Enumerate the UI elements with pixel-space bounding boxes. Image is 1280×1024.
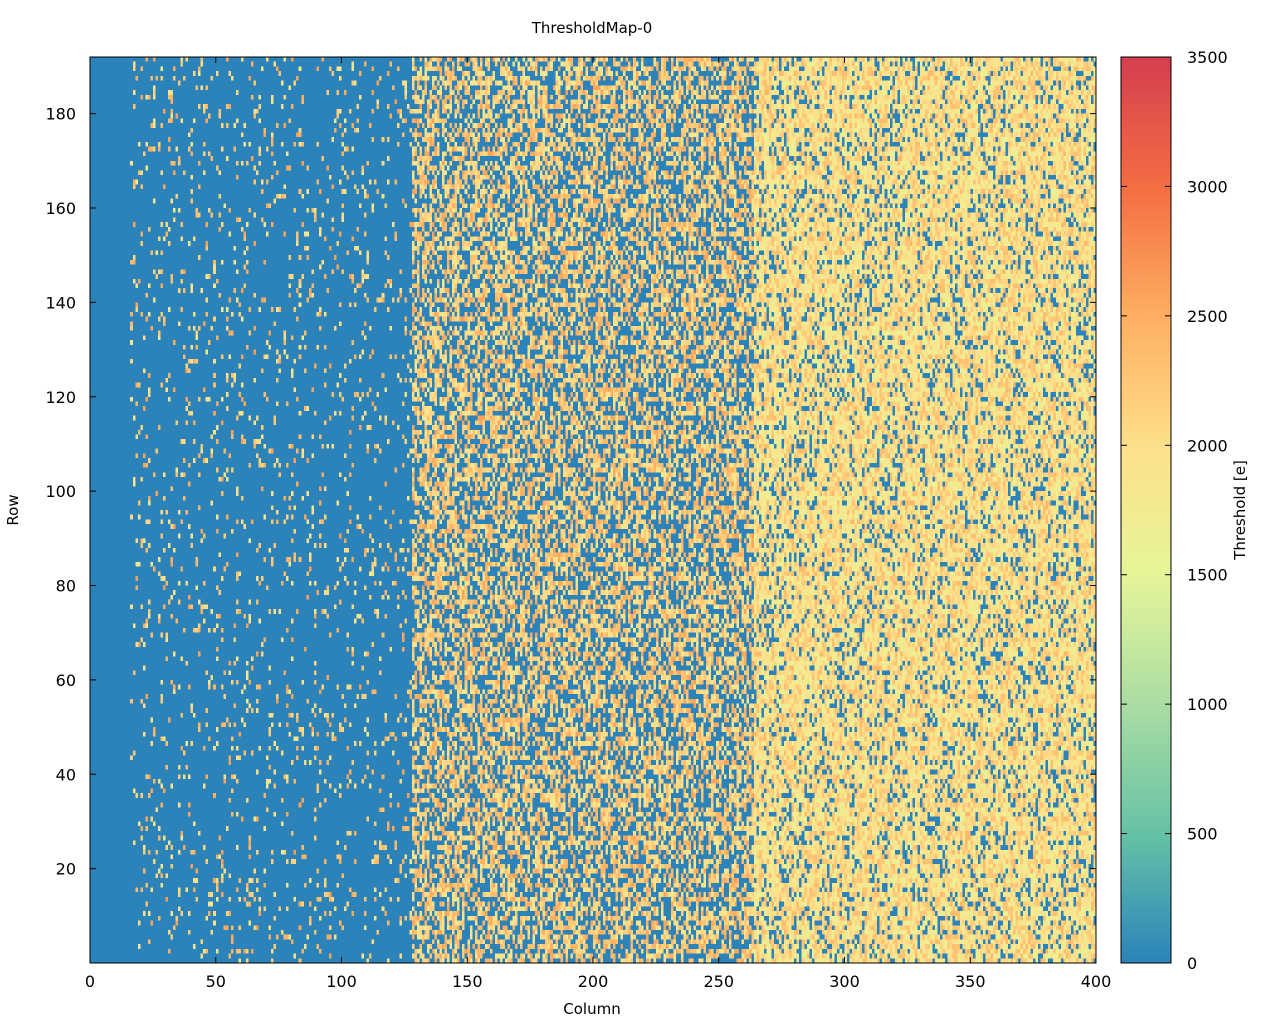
x-tick-label: 100 bbox=[326, 972, 357, 991]
x-tick-label: 200 bbox=[578, 972, 609, 991]
colorbar: 0 500 1000 1500 2000 2500 3000 3500 Threshold [… bbox=[1120, 48, 1249, 973]
y-tick-label: 120 bbox=[45, 388, 76, 407]
colorbar-gradient bbox=[1120, 56, 1172, 964]
colorbar-tick-label: 2000 bbox=[1187, 436, 1228, 455]
x-tick-label: 0 bbox=[85, 972, 95, 991]
y-axis: 20 40 60 80 100 120 140 160 180 bbox=[45, 105, 1096, 879]
x-tick-label: 250 bbox=[703, 972, 734, 991]
heatmap-plot-area bbox=[89, 56, 1097, 964]
y-tick-label: 40 bbox=[56, 765, 76, 784]
colorbar-tick-label: 3500 bbox=[1187, 48, 1228, 67]
colorbar-tick-label: 500 bbox=[1187, 825, 1218, 844]
colorbar-tick-label: 1000 bbox=[1187, 695, 1228, 714]
x-tick-label: 350 bbox=[955, 972, 986, 991]
x-tick-label: 50 bbox=[206, 972, 226, 991]
colorbar-tick-label: 1500 bbox=[1187, 566, 1228, 585]
x-axis-label: Column bbox=[563, 1000, 620, 1018]
colorbar-tick-label: 3000 bbox=[1187, 177, 1228, 196]
y-tick-label: 160 bbox=[45, 199, 76, 218]
y-tick-label: 140 bbox=[45, 293, 76, 312]
chart-title: ThresholdMap-0 bbox=[531, 19, 653, 37]
y-tick-label: 180 bbox=[45, 105, 76, 124]
x-tick-label: 400 bbox=[1081, 972, 1112, 991]
colorbar-label: Threshold [e] bbox=[1231, 460, 1249, 561]
y-tick-label: 100 bbox=[45, 482, 76, 501]
heatmap-cells bbox=[90, 57, 1096, 963]
y-axis-label: Row bbox=[4, 494, 22, 525]
x-tick-label: 300 bbox=[829, 972, 860, 991]
y-tick-label: 80 bbox=[56, 577, 76, 596]
colorbar-tick-label: 2500 bbox=[1187, 307, 1228, 326]
colorbar-ticks: 0 500 1000 1500 2000 2500 3000 3500 bbox=[1121, 48, 1228, 973]
y-tick-label: 60 bbox=[56, 671, 76, 690]
x-tick-label: 150 bbox=[452, 972, 483, 991]
y-tick-label: 20 bbox=[56, 860, 76, 879]
colorbar-tick-label: 0 bbox=[1187, 954, 1197, 973]
x-axis: 0 50 100 150 200 250 300 350 400 bbox=[85, 57, 1111, 991]
